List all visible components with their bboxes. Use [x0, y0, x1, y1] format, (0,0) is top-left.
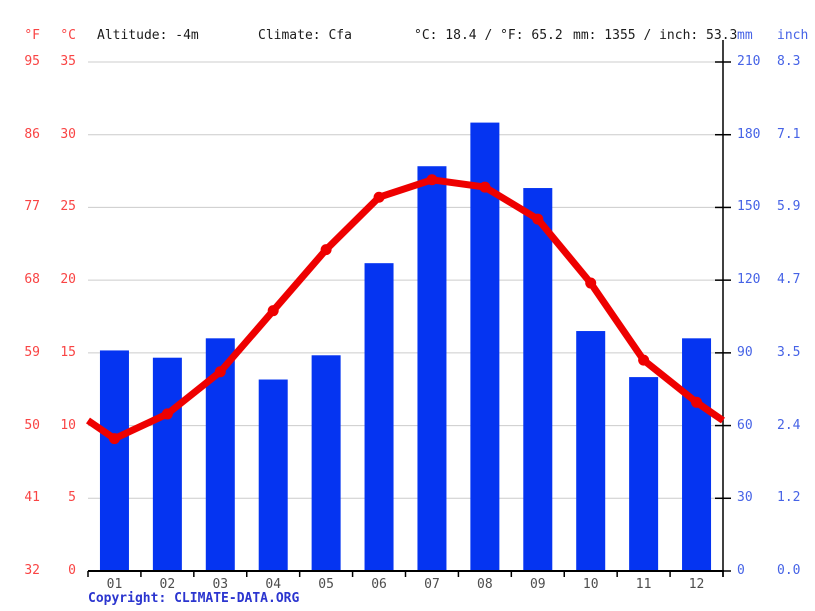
mm-tick-label: 180 [737, 126, 761, 142]
temperature-point [638, 354, 650, 366]
inch-tick-label: 0.0 [777, 563, 801, 578]
fahrenheit-tick-label: 68 [24, 272, 40, 288]
precipitation-bar [364, 263, 394, 571]
precipitation-bar [629, 377, 659, 571]
copyright: Copyright: CLIMATE-DATA.ORG [88, 591, 299, 607]
mm-tick-label: 60 [737, 417, 753, 433]
month-label: 03 [212, 577, 229, 592]
precipitation-bar [576, 331, 606, 571]
celsius-tick-label: 35 [60, 54, 76, 69]
fahrenheit-tick-label: 41 [24, 490, 40, 506]
fahrenheit-tick-label: 59 [24, 344, 40, 360]
precipitation-bar [523, 188, 553, 572]
fahrenheit-tick-label: 86 [24, 126, 40, 142]
inch-tick-label: 5.9 [777, 199, 801, 215]
temperature-point [161, 408, 173, 420]
temperature-point [585, 277, 597, 289]
month-label: 06 [371, 577, 387, 592]
month-label: 11 [635, 577, 652, 592]
precipitation-bar [470, 122, 500, 571]
inch-tick-label: 8.3 [777, 54, 801, 69]
mm-tick-label: 120 [737, 272, 761, 288]
copyright-label: Copyright: [88, 591, 175, 606]
precipitation-bar [152, 357, 182, 571]
celsius-tick-label: 25 [60, 199, 76, 215]
fahrenheit-tick-label: 95 [24, 54, 40, 69]
inch-tick-label: 1.2 [777, 490, 801, 506]
copyright-link[interactable]: CLIMATE-DATA.ORG [174, 591, 300, 606]
mean-temperature-label: °C: 18.4 / °F: 65.2 [414, 28, 563, 43]
mm-tick-label: 150 [737, 199, 761, 215]
precipitation-bar [682, 338, 712, 571]
precipitation-bar [417, 166, 447, 571]
precipitation-bar [311, 355, 341, 571]
climate-class-label: Climate: Cfa [258, 28, 352, 43]
total-precipitation-label: mm: 1355 / inch: 53.3 [573, 28, 738, 43]
celsius-tick-label: 15 [60, 344, 76, 360]
month-label: 05 [318, 577, 334, 592]
inch-tick-label: 2.4 [777, 417, 801, 433]
celsius-tick-label: 0 [68, 563, 76, 578]
inch-tick-label: 7.1 [777, 126, 801, 142]
month-label: 08 [477, 577, 493, 592]
inch-tick-label: 3.5 [777, 344, 801, 360]
month-label: 07 [424, 577, 440, 592]
temperature-point [214, 366, 226, 378]
inch-axis-title: inch [777, 28, 809, 43]
fahrenheit-tick-label: 50 [24, 417, 40, 433]
month-label: 12 [688, 577, 705, 592]
altitude-label: Altitude: -4m [97, 28, 199, 43]
temperature-point [426, 174, 438, 186]
temperature-point [267, 305, 279, 317]
mm-tick-label: 210 [737, 54, 761, 69]
temperature-point [691, 396, 703, 408]
celsius-tick-label: 10 [60, 417, 76, 433]
mm-axis-title: mm [737, 28, 753, 43]
temperature-point [479, 181, 491, 193]
celsius-tick-label: 30 [60, 126, 76, 142]
month-label: 10 [582, 577, 599, 592]
fahrenheit-tick-label: 32 [24, 563, 40, 578]
celsius-tick-label: 5 [68, 490, 76, 506]
temperature-point [108, 433, 120, 445]
temperature-point [320, 244, 332, 256]
fahrenheit-tick-label: 77 [24, 199, 40, 215]
temperature-line [86, 176, 725, 443]
temperature-point [532, 213, 544, 225]
month-label: 01 [106, 577, 123, 592]
celsius-tick-label: 20 [60, 272, 76, 288]
mm-tick-label: 30 [737, 490, 753, 506]
precipitation-bar [99, 350, 129, 571]
celsius-axis-title: °C [60, 28, 76, 43]
mm-tick-label: 0 [737, 563, 745, 578]
inch-tick-label: 4.7 [777, 272, 801, 288]
month-label: 04 [265, 577, 282, 592]
month-label: 02 [159, 577, 176, 592]
month-label: 09 [529, 577, 546, 592]
fahrenheit-axis-title: °F [24, 28, 40, 43]
temperature-point [373, 191, 385, 203]
precipitation-bar [258, 379, 288, 571]
mm-tick-label: 90 [737, 344, 753, 360]
